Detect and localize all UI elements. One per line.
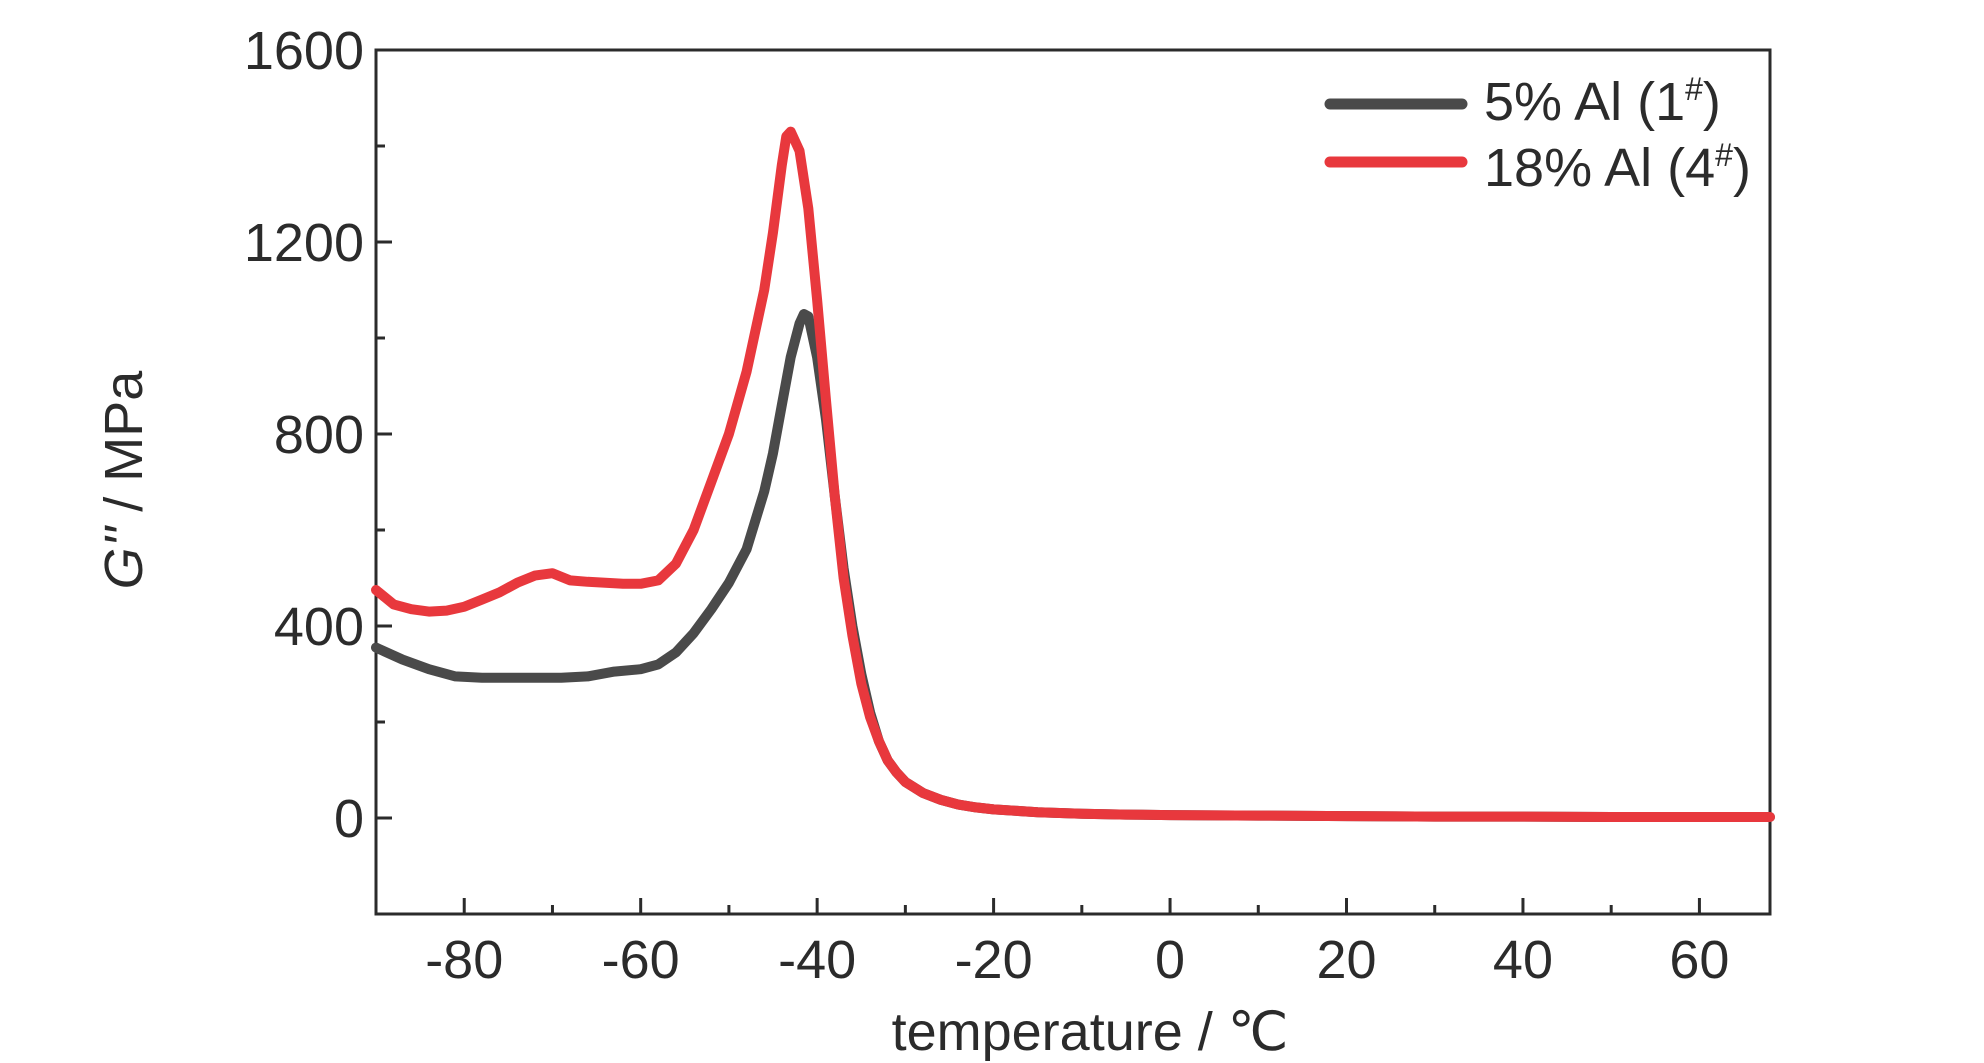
legend-item: 18% Al (4#): [1324, 137, 1751, 198]
x-tick-label: -40: [778, 930, 856, 990]
y-tick-label: 400: [274, 597, 364, 657]
series-lines: [371, 126, 1775, 822]
legend: 5% Al (1#) 18% Al (4#): [1324, 71, 1751, 198]
x-tick-label: 40: [1493, 930, 1553, 990]
series-line: [371, 126, 1775, 822]
x-tick-label: -20: [955, 930, 1033, 990]
y-axis-title: G'' / MPa: [94, 370, 154, 590]
x-tick-label: 20: [1316, 930, 1376, 990]
x-tick-label: 60: [1669, 930, 1729, 990]
x-tick-label: -80: [425, 930, 503, 990]
plot-frame: [374, 48, 1772, 916]
x-axis-title: temperature / ℃: [892, 1002, 1289, 1062]
series-line: [371, 309, 1775, 822]
y-axis-title-unit: / MPa: [94, 370, 154, 527]
legend-label: 5% Al (1#): [1484, 71, 1721, 132]
x-axis: -80 -60 -40 -20 0 20 40 60: [374, 898, 1729, 990]
legend-label: 18% Al (4#): [1484, 137, 1751, 198]
y-tick-label: 800: [274, 405, 364, 465]
y-axis: 0 400 800 1200 1600: [244, 21, 392, 916]
y-tick-label: 1200: [244, 213, 364, 273]
y-tick-label: 0: [334, 789, 364, 849]
x-tick-label: 0: [1155, 930, 1185, 990]
y-axis-title-symbol: G'': [94, 525, 154, 589]
x-tick-label: -60: [602, 930, 680, 990]
y-tick-label: 1600: [244, 21, 364, 81]
legend-item: 5% Al (1#): [1324, 71, 1721, 132]
